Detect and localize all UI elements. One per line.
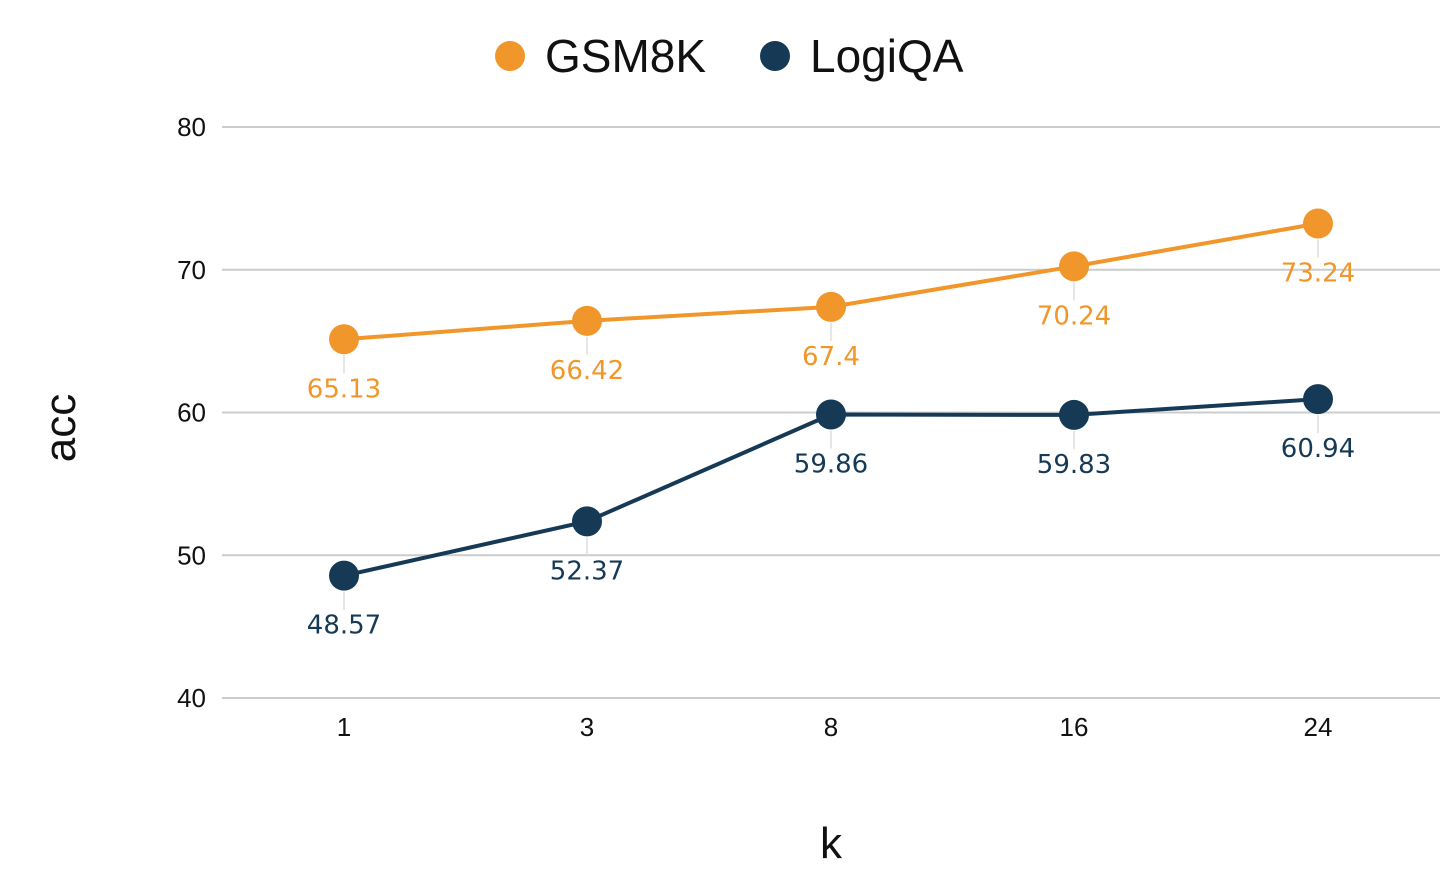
data-label-gsm8k: 67.4 bbox=[802, 342, 860, 372]
y-tick-label: 50 bbox=[177, 540, 206, 570]
x-axis-ticks: 1 3 8 16 24 bbox=[337, 712, 1333, 742]
legend-label-logiqa: LogiQA bbox=[810, 30, 964, 82]
x-tick-label: 1 bbox=[337, 712, 351, 742]
y-tick-label: 70 bbox=[177, 255, 206, 285]
series-line-gsm8k bbox=[343, 221, 1319, 342]
data-point-logiqa bbox=[816, 399, 846, 430]
y-tick-label: 40 bbox=[177, 683, 206, 713]
data-point-gsm8k bbox=[572, 305, 602, 336]
data-label-gsm8k: 70.24 bbox=[1037, 301, 1111, 331]
data-point-gsm8k bbox=[1303, 208, 1333, 239]
data-labels: 65.13 66.42 67.4 70.24 73.24 48.57 52.37 59.86 5… bbox=[307, 258, 1355, 640]
data-point-gsm8k bbox=[816, 291, 846, 322]
data-point-gsm8k bbox=[329, 324, 359, 355]
data-point-logiqa bbox=[329, 560, 359, 591]
y-tick-label: 80 bbox=[177, 112, 206, 142]
data-label-gsm8k: 65.13 bbox=[307, 374, 381, 404]
legend-label-gsm8k: GSM8K bbox=[545, 30, 706, 82]
data-label-logiqa: 48.57 bbox=[307, 611, 381, 641]
x-tick-label: 3 bbox=[580, 712, 594, 742]
data-point-logiqa bbox=[1059, 399, 1089, 430]
data-label-logiqa: 59.86 bbox=[794, 449, 868, 479]
label-leaders bbox=[343, 239, 1319, 610]
x-tick-label: 16 bbox=[1060, 712, 1089, 742]
data-label-logiqa: 60.94 bbox=[1281, 434, 1355, 464]
series-lines bbox=[329, 208, 1333, 591]
legend-marker-logiqa bbox=[760, 41, 790, 71]
y-tick-label: 60 bbox=[177, 398, 206, 428]
data-point-logiqa bbox=[1303, 384, 1333, 415]
data-point-logiqa bbox=[572, 506, 602, 537]
y-axis-ticks: 40 50 60 70 80 bbox=[177, 112, 206, 713]
data-point-gsm8k bbox=[1059, 251, 1089, 282]
legend: GSM8K LogiQA bbox=[495, 30, 964, 82]
data-label-gsm8k: 73.24 bbox=[1281, 258, 1355, 288]
data-label-logiqa: 59.83 bbox=[1037, 450, 1111, 480]
x-tick-label: 8 bbox=[824, 712, 838, 742]
data-label-logiqa: 52.37 bbox=[550, 556, 624, 586]
legend-marker-gsm8k bbox=[495, 41, 525, 71]
y-axis-title: acc bbox=[36, 394, 85, 462]
x-tick-label: 24 bbox=[1304, 712, 1333, 742]
x-axis-title: k bbox=[820, 819, 843, 868]
data-label-gsm8k: 66.42 bbox=[550, 356, 624, 386]
